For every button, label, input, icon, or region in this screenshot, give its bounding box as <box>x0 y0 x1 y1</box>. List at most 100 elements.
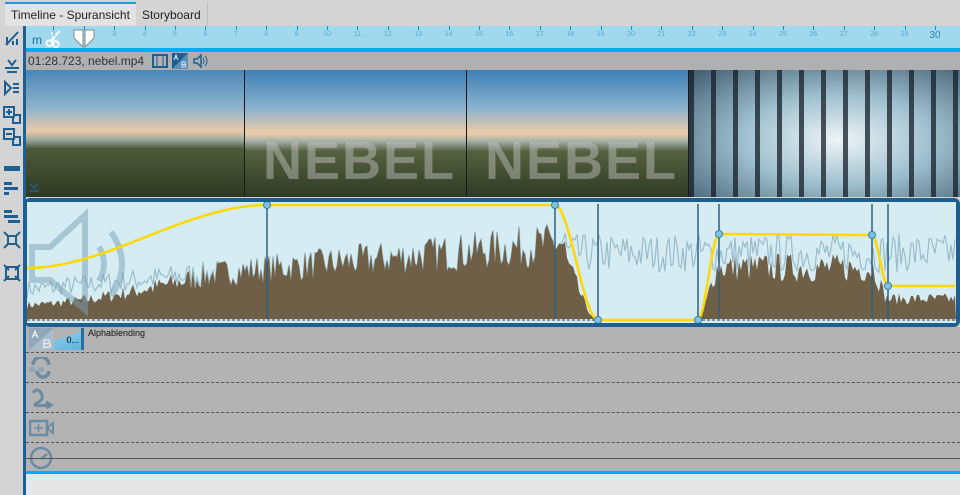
ruler-tick <box>144 26 146 30</box>
stack-icon[interactable] <box>3 209 21 227</box>
ruler-tick <box>479 26 480 30</box>
ruler-tick <box>935 26 936 30</box>
ruler-tick-label: 3 <box>112 31 117 38</box>
clip-header[interactable]: 01:28.723, nebel.mp4 <box>26 52 960 70</box>
expand-track-icon[interactable] <box>3 106 21 124</box>
ruler-tick-label: 25 <box>779 31 787 38</box>
ruler-tick <box>874 26 876 30</box>
ruler-tick-label: 17 <box>535 31 544 38</box>
ruler-tick-label: 24 <box>748 31 757 38</box>
adjusted-waveform <box>27 224 956 320</box>
ruler-tick-label: 12 <box>383 31 392 38</box>
ruler-tick <box>327 26 328 30</box>
audio-track[interactable] <box>24 198 960 327</box>
ruler-tick-label: 22 <box>687 31 696 38</box>
zoom-fit-icon[interactable] <box>3 264 21 282</box>
transition-icon[interactable] <box>29 357 55 381</box>
scissors-icon[interactable] <box>44 29 64 48</box>
ruler-tick <box>266 26 268 30</box>
ruler-tick-label: 2 <box>81 31 86 38</box>
align-left-icon[interactable] <box>3 180 21 198</box>
audio-waveform[interactable] <box>27 202 956 323</box>
ruler-tick-label: 28 <box>870 31 879 38</box>
volume-keyframe[interactable] <box>594 316 602 324</box>
curve-path-icon[interactable] <box>29 386 55 412</box>
time-ruler[interactable]: m 1 2 3 4 5 6 7 8 9 10 11 12 13 14 15 16 17 18 19 20 21 22 23 2… <box>26 26 960 48</box>
ruler-tick <box>752 26 754 30</box>
film-icon[interactable] <box>152 53 169 69</box>
ruler-tick-label: 4 <box>142 31 147 38</box>
ruler-tick-label: 11 <box>353 31 362 38</box>
ruler-tick-label: 10 <box>323 31 331 38</box>
ruler-tick <box>448 26 450 30</box>
ruler-tick <box>570 26 572 30</box>
ruler-tick-label: 26 <box>809 31 818 38</box>
alpha-label: Alphablending <box>88 328 146 338</box>
ruler-tick <box>783 26 784 30</box>
volume-keyframe[interactable] <box>263 202 271 209</box>
volume-keyframe[interactable] <box>551 202 559 209</box>
ruler-tick-label: 8 <box>264 31 269 38</box>
tab-timeline[interactable]: Timeline - Spuransicht <box>5 2 136 26</box>
volume-keyframe[interactable] <box>884 282 892 290</box>
video-clip-thumbnails[interactable]: NEBEL NEBEL <box>26 70 960 197</box>
volume-keyframe[interactable] <box>694 316 702 324</box>
thumbnail-3: NEBEL <box>467 70 688 197</box>
speaker-icon <box>29 208 88 317</box>
camera-pan-icon[interactable] <box>29 418 55 438</box>
alpha-blend-icon[interactable] <box>172 53 189 69</box>
fit-icon[interactable] <box>3 231 21 249</box>
percent-split-icon[interactable] <box>3 29 21 47</box>
ruler-tick <box>83 26 85 30</box>
ruler-tick-label: 9 <box>294 31 299 38</box>
thumbnail-4 <box>689 70 960 197</box>
ruler-tick <box>843 26 845 30</box>
sound-waves-icon <box>96 230 125 298</box>
ruler-tick <box>53 26 55 30</box>
ruler-tick <box>418 26 420 30</box>
ruler-tick <box>904 26 906 30</box>
ruler-tick-label: 23 <box>718 31 727 38</box>
ruler-tick-label: 7 <box>233 31 238 38</box>
ruler-tick <box>509 26 511 30</box>
thumbnail-2: NEBEL <box>245 70 466 197</box>
ruler-tick-label: 20 <box>627 31 635 38</box>
ruler-tick <box>600 26 602 30</box>
ruler-tick-label: 18 <box>566 31 575 38</box>
ruler-tick <box>357 26 359 30</box>
ruler-tick <box>387 26 389 30</box>
marker-icon[interactable] <box>72 29 96 48</box>
alpha-blend-icon <box>29 328 54 350</box>
insert-icon[interactable] <box>3 79 21 97</box>
watermark-text: NEBEL <box>485 131 679 191</box>
alpha-blend-keyframe[interactable]: 0... <box>54 328 84 350</box>
ruler-tick-label: 21 <box>657 31 666 38</box>
speaker-icon[interactable] <box>192 53 208 69</box>
alpha-value: 0... <box>66 335 79 345</box>
align-icon[interactable] <box>3 57 21 75</box>
tracks-icon[interactable] <box>3 159 21 177</box>
thumbnail-1 <box>26 70 244 197</box>
ruler-tick <box>813 26 815 30</box>
timeline-bottom-divider <box>26 471 960 474</box>
track-icon <box>29 183 39 192</box>
timeline-scroll-area[interactable] <box>26 474 960 495</box>
ruler-tick <box>296 26 298 30</box>
ruler-tick <box>235 26 237 30</box>
effect-tracks: 0... Alphablending <box>26 327 960 473</box>
ruler-tick-label: 30 <box>929 30 941 41</box>
ruler-tick-label: 27 <box>839 31 848 38</box>
tab-bar: Timeline - Spuransicht Storyboard <box>0 0 960 26</box>
left-toolbar <box>0 26 24 495</box>
ruler-tick <box>631 26 632 30</box>
clip-info: 01:28.723, nebel.mp4 <box>28 54 145 68</box>
volume-keyframe[interactable] <box>868 231 876 239</box>
volume-keyframe[interactable] <box>715 230 723 238</box>
ruler-tick-label: 5 <box>173 31 177 38</box>
ruler-tick <box>205 26 207 30</box>
ruler-tick <box>114 26 116 30</box>
tab-storyboard[interactable]: Storyboard <box>136 2 208 26</box>
ruler-tick <box>722 26 724 30</box>
collapse-track-icon[interactable] <box>3 128 21 146</box>
ruler-tick <box>539 26 541 30</box>
